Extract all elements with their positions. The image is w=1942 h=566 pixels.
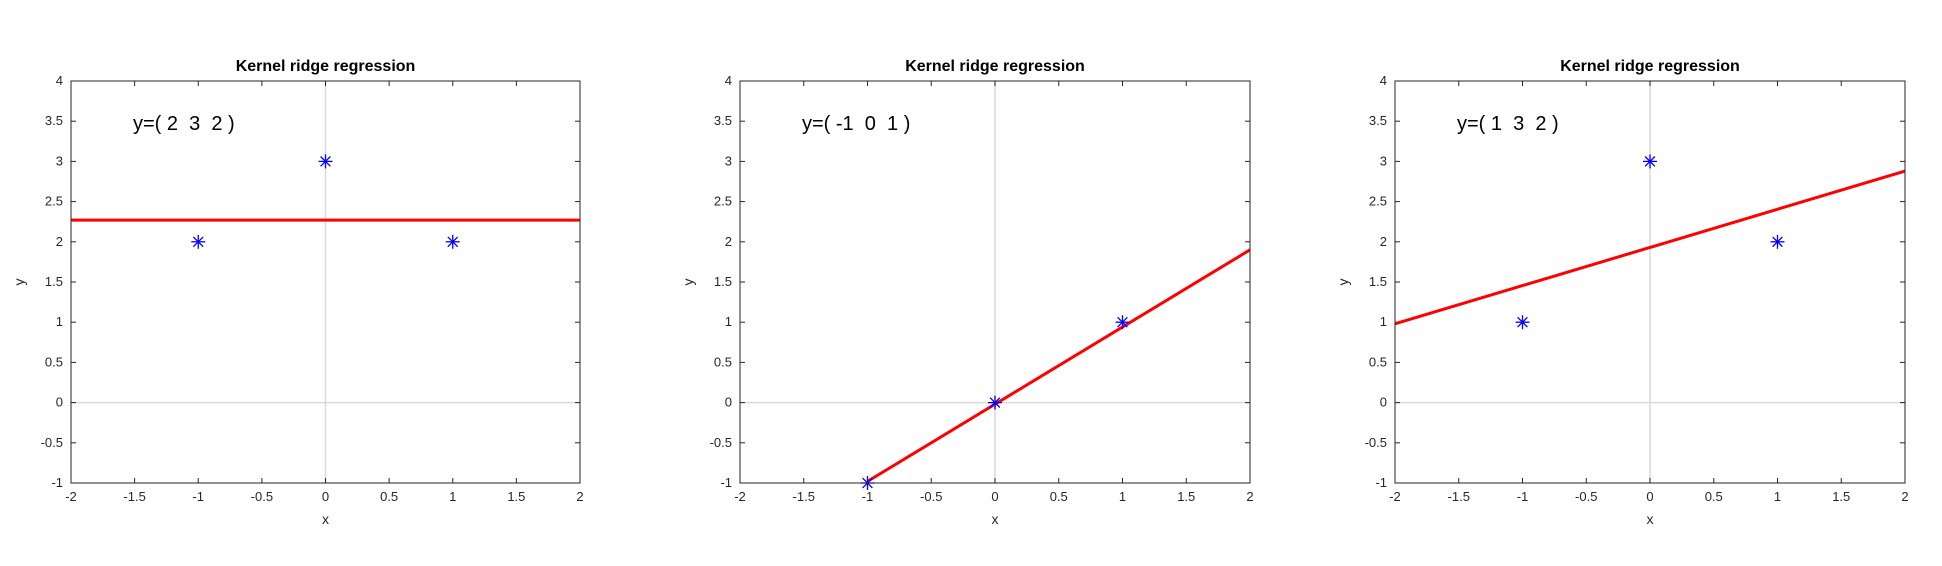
x-tick-label: -1.5 [123, 489, 145, 504]
x-tick-label: -1 [192, 489, 204, 504]
y-tick-label: 1.5 [1369, 274, 1387, 289]
x-tick-label: 0 [322, 489, 329, 504]
y-vector-annotation: y=( -1 0 1 ) [802, 113, 910, 135]
y-tick-label: 1.5 [45, 274, 63, 289]
chart-title: Kernel ridge regression [236, 58, 416, 75]
y-tick-label: 3 [56, 153, 63, 168]
data-point [318, 154, 333, 169]
y-vector-annotation: y=( 1 3 2 ) [1457, 113, 1559, 135]
y-tick-label: 0.5 [1369, 354, 1387, 369]
y-vector-annotation: y=( 2 3 2 ) [133, 113, 235, 135]
y-tick-label: 2.5 [714, 194, 732, 209]
chart-title: Kernel ridge regression [905, 58, 1085, 75]
fit-line [1395, 169, 1905, 326]
x-axis-label: x [1647, 511, 1654, 527]
y-tick-label: 2.5 [45, 194, 63, 209]
y-tick-label: 4 [1380, 73, 1387, 88]
x-tick-label: -1 [1517, 489, 1529, 504]
y-tick-label: 3.5 [1369, 113, 1387, 128]
x-tick-label: 1 [449, 489, 456, 504]
y-tick-label: 3.5 [45, 113, 63, 128]
y-tick-label: -1 [1375, 475, 1387, 490]
x-tick-label: 1.5 [1832, 489, 1850, 504]
y-tick-label: 0.5 [45, 354, 63, 369]
x-tick-label: 1.5 [1177, 489, 1195, 504]
x-axis-label: x [322, 511, 329, 527]
x-tick-label: 0.5 [1050, 489, 1068, 504]
x-axis-label: x [992, 511, 999, 527]
x-tick-label: -1 [862, 489, 874, 504]
chart-panel-3: -2 -1.5 -1 -0.5 0 0.5 1 1.5 2 -1 -0.5 0 0.5 1 1.5 2 2.5 3… [1335, 58, 1909, 527]
y-tick-label: 4 [56, 73, 63, 88]
x-tick-label: -0.5 [1575, 489, 1597, 504]
x-tick-label: 0 [991, 489, 998, 504]
x-tick-label: -2 [65, 489, 77, 504]
y-tick-label: 2 [1380, 234, 1387, 249]
axes-box [1394, 80, 1906, 484]
data-point [988, 395, 1002, 410]
y-tick-label: 0 [56, 395, 63, 410]
x-tick-label: 2 [1901, 489, 1908, 504]
data-point [1643, 154, 1657, 169]
y-tick-label: -1 [51, 475, 63, 490]
x-tick-label: -1.5 [1448, 489, 1470, 504]
x-tick-label: -1.5 [793, 489, 815, 504]
x-tick-label: -2 [734, 489, 746, 504]
y-axis-label: y [680, 279, 696, 286]
y-tick-label: 0.5 [714, 354, 732, 369]
y-tick-label: -0.5 [41, 435, 63, 450]
x-tick-label: 0.5 [1705, 489, 1723, 504]
y-tick-label: 2 [56, 234, 63, 249]
y-tick-label: 3 [725, 153, 732, 168]
chart-title: Kernel ridge regression [1560, 58, 1740, 75]
x-tick-label: 1 [1774, 489, 1781, 504]
y-tick-label: 0 [1380, 395, 1387, 410]
y-tick-label: 2 [725, 234, 732, 249]
x-tick-label: 2 [576, 489, 583, 504]
x-tick-label: -0.5 [251, 489, 273, 504]
y-tick-label: 0 [725, 395, 732, 410]
y-tick-label: 2.5 [1369, 194, 1387, 209]
x-tick-label: 1.5 [507, 489, 525, 504]
data-point [445, 234, 460, 249]
y-tick-label: 3 [1380, 153, 1387, 168]
data-point [191, 234, 206, 249]
fit-line [866, 248, 1250, 483]
x-tick-label: -2 [1389, 489, 1401, 504]
data-point [1115, 315, 1130, 330]
x-tick-label: 0.5 [380, 489, 398, 504]
data-point [1770, 234, 1785, 249]
y-tick-label: 3.5 [714, 113, 732, 128]
y-tick-label: -0.5 [710, 435, 732, 450]
chart-panel-2: -2 -1.5 -1 -0.5 0 0.5 1 1.5 2 -1 -0.5 0 0.5 1 1.5 2 2.5 3… [680, 58, 1254, 527]
y-tick-label: 1 [56, 314, 63, 329]
x-tick-label: 2 [1246, 489, 1253, 504]
y-tick-label: -0.5 [1365, 435, 1387, 450]
y-tick-label: 1.5 [714, 274, 732, 289]
chart-panel-1: -2 -1.5 -1 -0.5 0 0.5 1 1.5 2 -1 -0.5 0 0.5 1 1.5 2 2.5 3… [11, 58, 584, 527]
y-tick-label: 4 [725, 73, 732, 88]
x-tick-label: 0 [1646, 489, 1653, 504]
x-tick-label: 1 [1119, 489, 1126, 504]
y-tick-label: 1 [725, 314, 732, 329]
axes-box [70, 80, 581, 484]
y-axis-label: y [11, 279, 27, 286]
x-tick-label: -0.5 [920, 489, 942, 504]
y-tick-label: -1 [720, 475, 732, 490]
y-tick-label: 1 [1380, 314, 1387, 329]
y-axis-label: y [1335, 279, 1351, 286]
axes-box [739, 80, 1251, 484]
data-point [1515, 315, 1530, 330]
